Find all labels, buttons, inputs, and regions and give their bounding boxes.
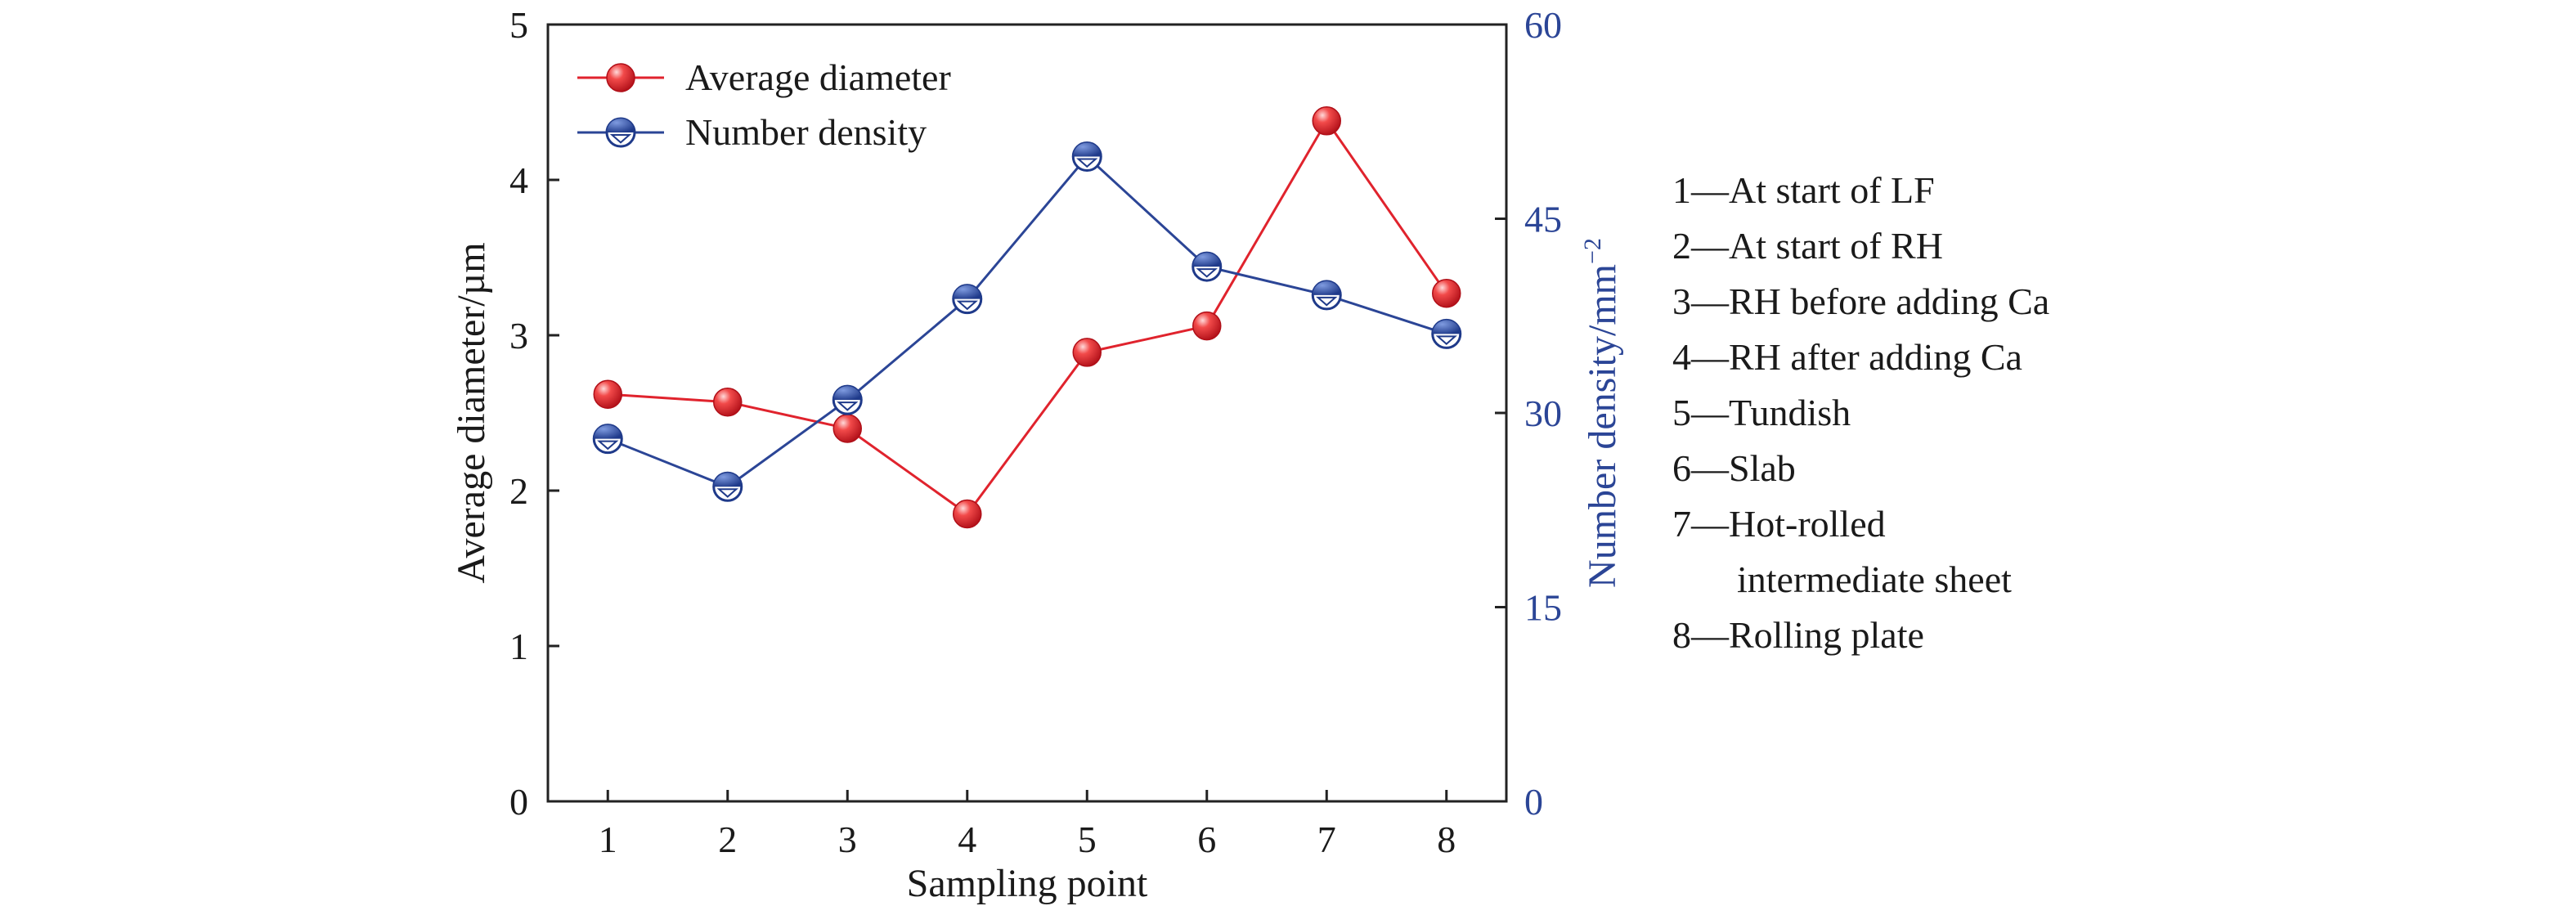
legend-marker-average-diameter — [606, 63, 635, 92]
caption-1: 1—At start of LF — [1672, 169, 1935, 211]
right-axis-title: Number density/mm−2 — [1579, 238, 1624, 588]
legend-marker-number-density — [605, 117, 636, 148]
caption-3: 3—RH before adding Ca — [1672, 280, 2049, 322]
point-average-diameter-4 — [953, 499, 982, 529]
right-axis-ticks: 0 15 30 45 60 — [1495, 4, 1562, 823]
point-average-diameter-8 — [1432, 278, 1461, 308]
right-tick-label-2: 30 — [1524, 392, 1562, 434]
x-axis-ticks: 1 2 3 4 5 6 7 8 — [599, 790, 1456, 860]
right-tick-label-3: 45 — [1524, 199, 1562, 240]
x-axis-title: Sampling point — [907, 862, 1148, 905]
sampling-point-captions: 1—At start of LF 2—At start of RH 3—RH b… — [1672, 169, 2049, 656]
left-tick-label-3: 3 — [509, 315, 528, 357]
point-average-diameter-5 — [1072, 338, 1102, 367]
left-tick-label-0: 0 — [509, 781, 528, 823]
x-tick-label-3: 4 — [958, 819, 976, 860]
right-tick-label-4: 60 — [1524, 4, 1562, 46]
x-tick-label-7: 8 — [1437, 819, 1456, 860]
caption-7: 7—Hot-rolled — [1672, 503, 1886, 545]
point-number-density-8 — [1431, 318, 1462, 349]
point-number-density-1 — [592, 424, 623, 455]
caption-2: 2—At start of RH — [1672, 225, 1943, 267]
left-tick-label-2: 2 — [509, 470, 528, 512]
point-number-density-6 — [1192, 251, 1223, 282]
caption-5: 5—Tundish — [1672, 392, 1851, 433]
left-axis-title: Average diameter/µm — [450, 242, 493, 583]
point-average-diameter-6 — [1192, 311, 1222, 341]
caption-8: 8—Rolling plate — [1672, 614, 1924, 656]
point-number-density-3 — [832, 384, 863, 415]
legend-marker-number-density-shape — [605, 117, 636, 148]
series-lines — [607, 119, 1448, 516]
x-tick-label-6: 7 — [1317, 819, 1336, 860]
caption-6: 6—Slab — [1672, 447, 1796, 489]
right-axis-title-superscript: −2 — [1579, 238, 1606, 264]
x-tick-label-2: 3 — [838, 819, 857, 860]
point-number-density-5 — [1071, 141, 1102, 172]
right-tick-label-0: 0 — [1524, 781, 1543, 823]
series-markers — [592, 106, 1462, 529]
point-number-density-2 — [712, 471, 743, 502]
legend-label-number-density: Number density — [685, 111, 927, 153]
x-tick-label-1: 2 — [718, 819, 737, 860]
point-average-diameter-1 — [593, 379, 622, 409]
series-line-number-density — [607, 155, 1447, 488]
right-tick-label-1: 15 — [1524, 587, 1562, 629]
caption-4: 4—RH after adding Ca — [1672, 336, 2022, 378]
point-average-diameter-2 — [713, 387, 743, 417]
point-number-density-4 — [952, 284, 983, 315]
legend-label-average-diameter: Average diameter — [685, 56, 951, 98]
point-average-diameter-3 — [832, 414, 862, 443]
x-tick-label-5: 6 — [1197, 819, 1216, 860]
legend: Average diameter Number density — [577, 56, 951, 153]
series-line-average-diameter — [608, 119, 1448, 516]
left-tick-label-4: 4 — [509, 159, 528, 201]
left-axis-ticks: 0 1 2 3 4 5 — [509, 4, 559, 823]
point-average-diameter-7 — [1312, 106, 1341, 136]
legend-item-number-density: Number density — [577, 111, 927, 153]
left-tick-label-1: 1 — [509, 626, 528, 667]
legend-item-average-diameter: Average diameter — [577, 56, 951, 98]
x-tick-label-4: 5 — [1078, 819, 1097, 860]
x-tick-label-0: 1 — [599, 819, 617, 860]
right-axis-title-main: Number density/mm — [1581, 264, 1624, 588]
point-number-density-7 — [1311, 280, 1342, 311]
caption-7-cont: intermediate sheet — [1737, 558, 2012, 600]
left-tick-label-5: 5 — [509, 4, 528, 46]
